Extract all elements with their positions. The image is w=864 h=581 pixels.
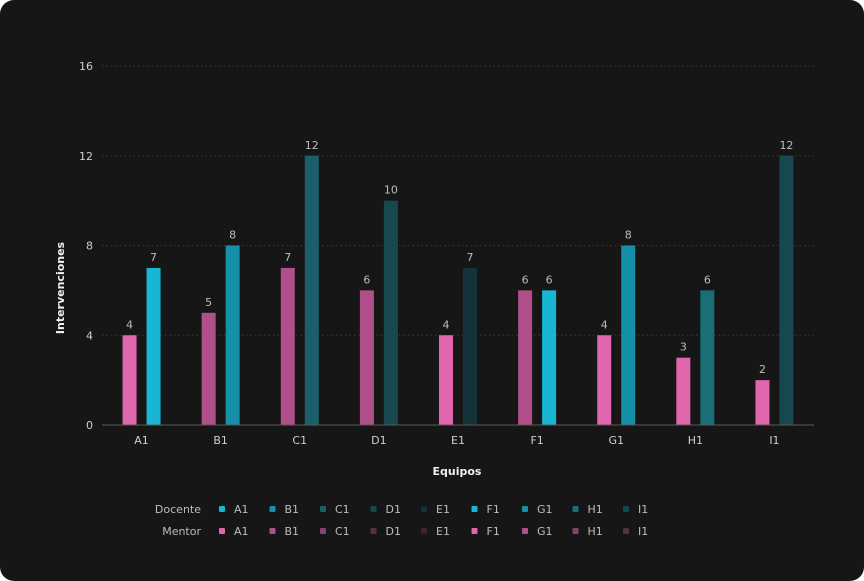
data-label: 7: [284, 251, 291, 264]
bar-mentor-c1[interactable]: [280, 267, 295, 425]
data-label: 12: [779, 139, 793, 152]
data-label: 7: [150, 251, 157, 264]
legend-swatch: [370, 506, 377, 512]
legend-item-label[interactable]: B1: [285, 503, 300, 516]
data-label: 8: [229, 229, 236, 242]
x-tick-label: C1: [292, 434, 307, 447]
legend-group-label: Mentor: [162, 525, 201, 538]
data-label: 6: [704, 273, 711, 286]
x-tick-label: E1: [451, 434, 465, 447]
legend-item-label[interactable]: I1: [638, 503, 648, 516]
y-tick-label: 0: [86, 419, 93, 432]
legend-swatch: [623, 506, 629, 512]
legend-swatch: [421, 506, 427, 512]
x-tick-label: B1: [213, 434, 228, 447]
legend-swatch: [522, 528, 528, 534]
legend-item-label[interactable]: C1: [335, 503, 350, 516]
bar-mentor-g1[interactable]: [597, 335, 612, 425]
bar-docente-b1[interactable]: [225, 245, 240, 426]
data-label: 6: [522, 273, 529, 286]
bar-layer: [122, 155, 794, 426]
legend-swatch: [572, 506, 579, 512]
legend-swatch: [269, 528, 276, 534]
bar-mentor-b1[interactable]: [201, 312, 216, 425]
bar-docente-c1[interactable]: [304, 155, 319, 425]
legend-group-label: Docente: [155, 503, 201, 516]
legend-item-label[interactable]: D1: [386, 503, 401, 516]
bar-mentor-i1[interactable]: [755, 380, 770, 425]
legend-swatch: [219, 506, 225, 512]
data-label: 5: [205, 296, 212, 309]
legend-swatch: [471, 506, 478, 512]
data-label: 4: [126, 318, 133, 331]
data-label: 2: [759, 363, 766, 376]
data-label: 8: [625, 229, 632, 242]
data-label: 6: [546, 273, 553, 286]
legend-item-label[interactable]: B1: [285, 525, 300, 538]
legend-swatch: [471, 528, 478, 534]
label-layer: A1 4 7 B1 5 8 C1 7 12 D1 6 10 E1 4 7 F1 6 6 G1 4 8 H1 3 6 I1 2 12: [126, 139, 793, 447]
x-tick-label: A1: [134, 434, 149, 447]
bar-docente-d1[interactable]: [383, 200, 398, 425]
bar-docente-g1[interactable]: [621, 245, 636, 426]
legend-item-label[interactable]: I1: [638, 525, 648, 538]
legend-item-label[interactable]: H1: [588, 503, 603, 516]
data-label: 10: [384, 184, 398, 197]
x-tick-label: G1: [608, 434, 624, 447]
y-tick-label: 12: [79, 150, 93, 163]
bar-docente-h1[interactable]: [700, 290, 715, 425]
legend: Docente A1 B1 C1 D1 E1 F1 G1 H1 I1 Mentor A1 B1 C1 D1 E…: [155, 503, 648, 538]
legend-item-label[interactable]: H1: [588, 525, 603, 538]
x-tick-label: I1: [769, 434, 779, 447]
x-tick-label: D1: [371, 434, 386, 447]
bar-mentor-f1[interactable]: [518, 290, 533, 425]
legend-item-label[interactable]: A1: [234, 503, 249, 516]
bar-mentor-a1[interactable]: [122, 335, 137, 425]
x-tick-label: H1: [688, 434, 703, 447]
data-label: 6: [363, 273, 370, 286]
legend-swatch: [320, 528, 326, 534]
data-label: 4: [601, 318, 608, 331]
grid-layer: 0 4 8 12 16: [79, 60, 814, 432]
x-tick-label: F1: [530, 434, 543, 447]
bar-docente-e1[interactable]: [463, 267, 477, 425]
y-tick-label: 16: [79, 60, 93, 73]
legend-item-label[interactable]: C1: [335, 525, 350, 538]
legend-item-label[interactable]: A1: [234, 525, 249, 538]
data-label: 12: [305, 139, 319, 152]
data-label: 7: [467, 251, 474, 264]
y-tick-label: 8: [86, 240, 93, 253]
legend-swatch: [269, 506, 276, 512]
data-label: 4: [443, 318, 450, 331]
y-tick-label: 4: [86, 329, 93, 342]
legend-swatch: [219, 528, 225, 534]
bar-mentor-h1[interactable]: [676, 357, 691, 425]
legend-item-label[interactable]: G1: [537, 503, 553, 516]
legend-swatch: [572, 528, 579, 534]
bar-docente-i1[interactable]: [779, 155, 794, 425]
legend-swatch: [522, 506, 528, 512]
legend-item-label[interactable]: D1: [386, 525, 401, 538]
bar-docente-a1[interactable]: [146, 267, 161, 425]
y-axis-title: Intervenciones: [54, 241, 67, 334]
legend-item-label[interactable]: F1: [487, 525, 500, 538]
bar-docente-f1[interactable]: [542, 290, 557, 425]
legend-swatch: [421, 528, 427, 534]
legend-item-label[interactable]: E1: [436, 525, 450, 538]
bar-mentor-d1[interactable]: [359, 290, 374, 425]
x-axis-title: Equipos: [433, 465, 482, 478]
legend-swatch: [370, 528, 377, 534]
legend-swatch: [320, 506, 326, 512]
legend-item-label[interactable]: G1: [537, 525, 553, 538]
data-label: 3: [680, 341, 687, 354]
legend-item-label[interactable]: E1: [436, 503, 450, 516]
legend-item-label[interactable]: F1: [487, 503, 500, 516]
bar-mentor-e1[interactable]: [439, 335, 453, 425]
legend-swatch: [623, 528, 629, 534]
